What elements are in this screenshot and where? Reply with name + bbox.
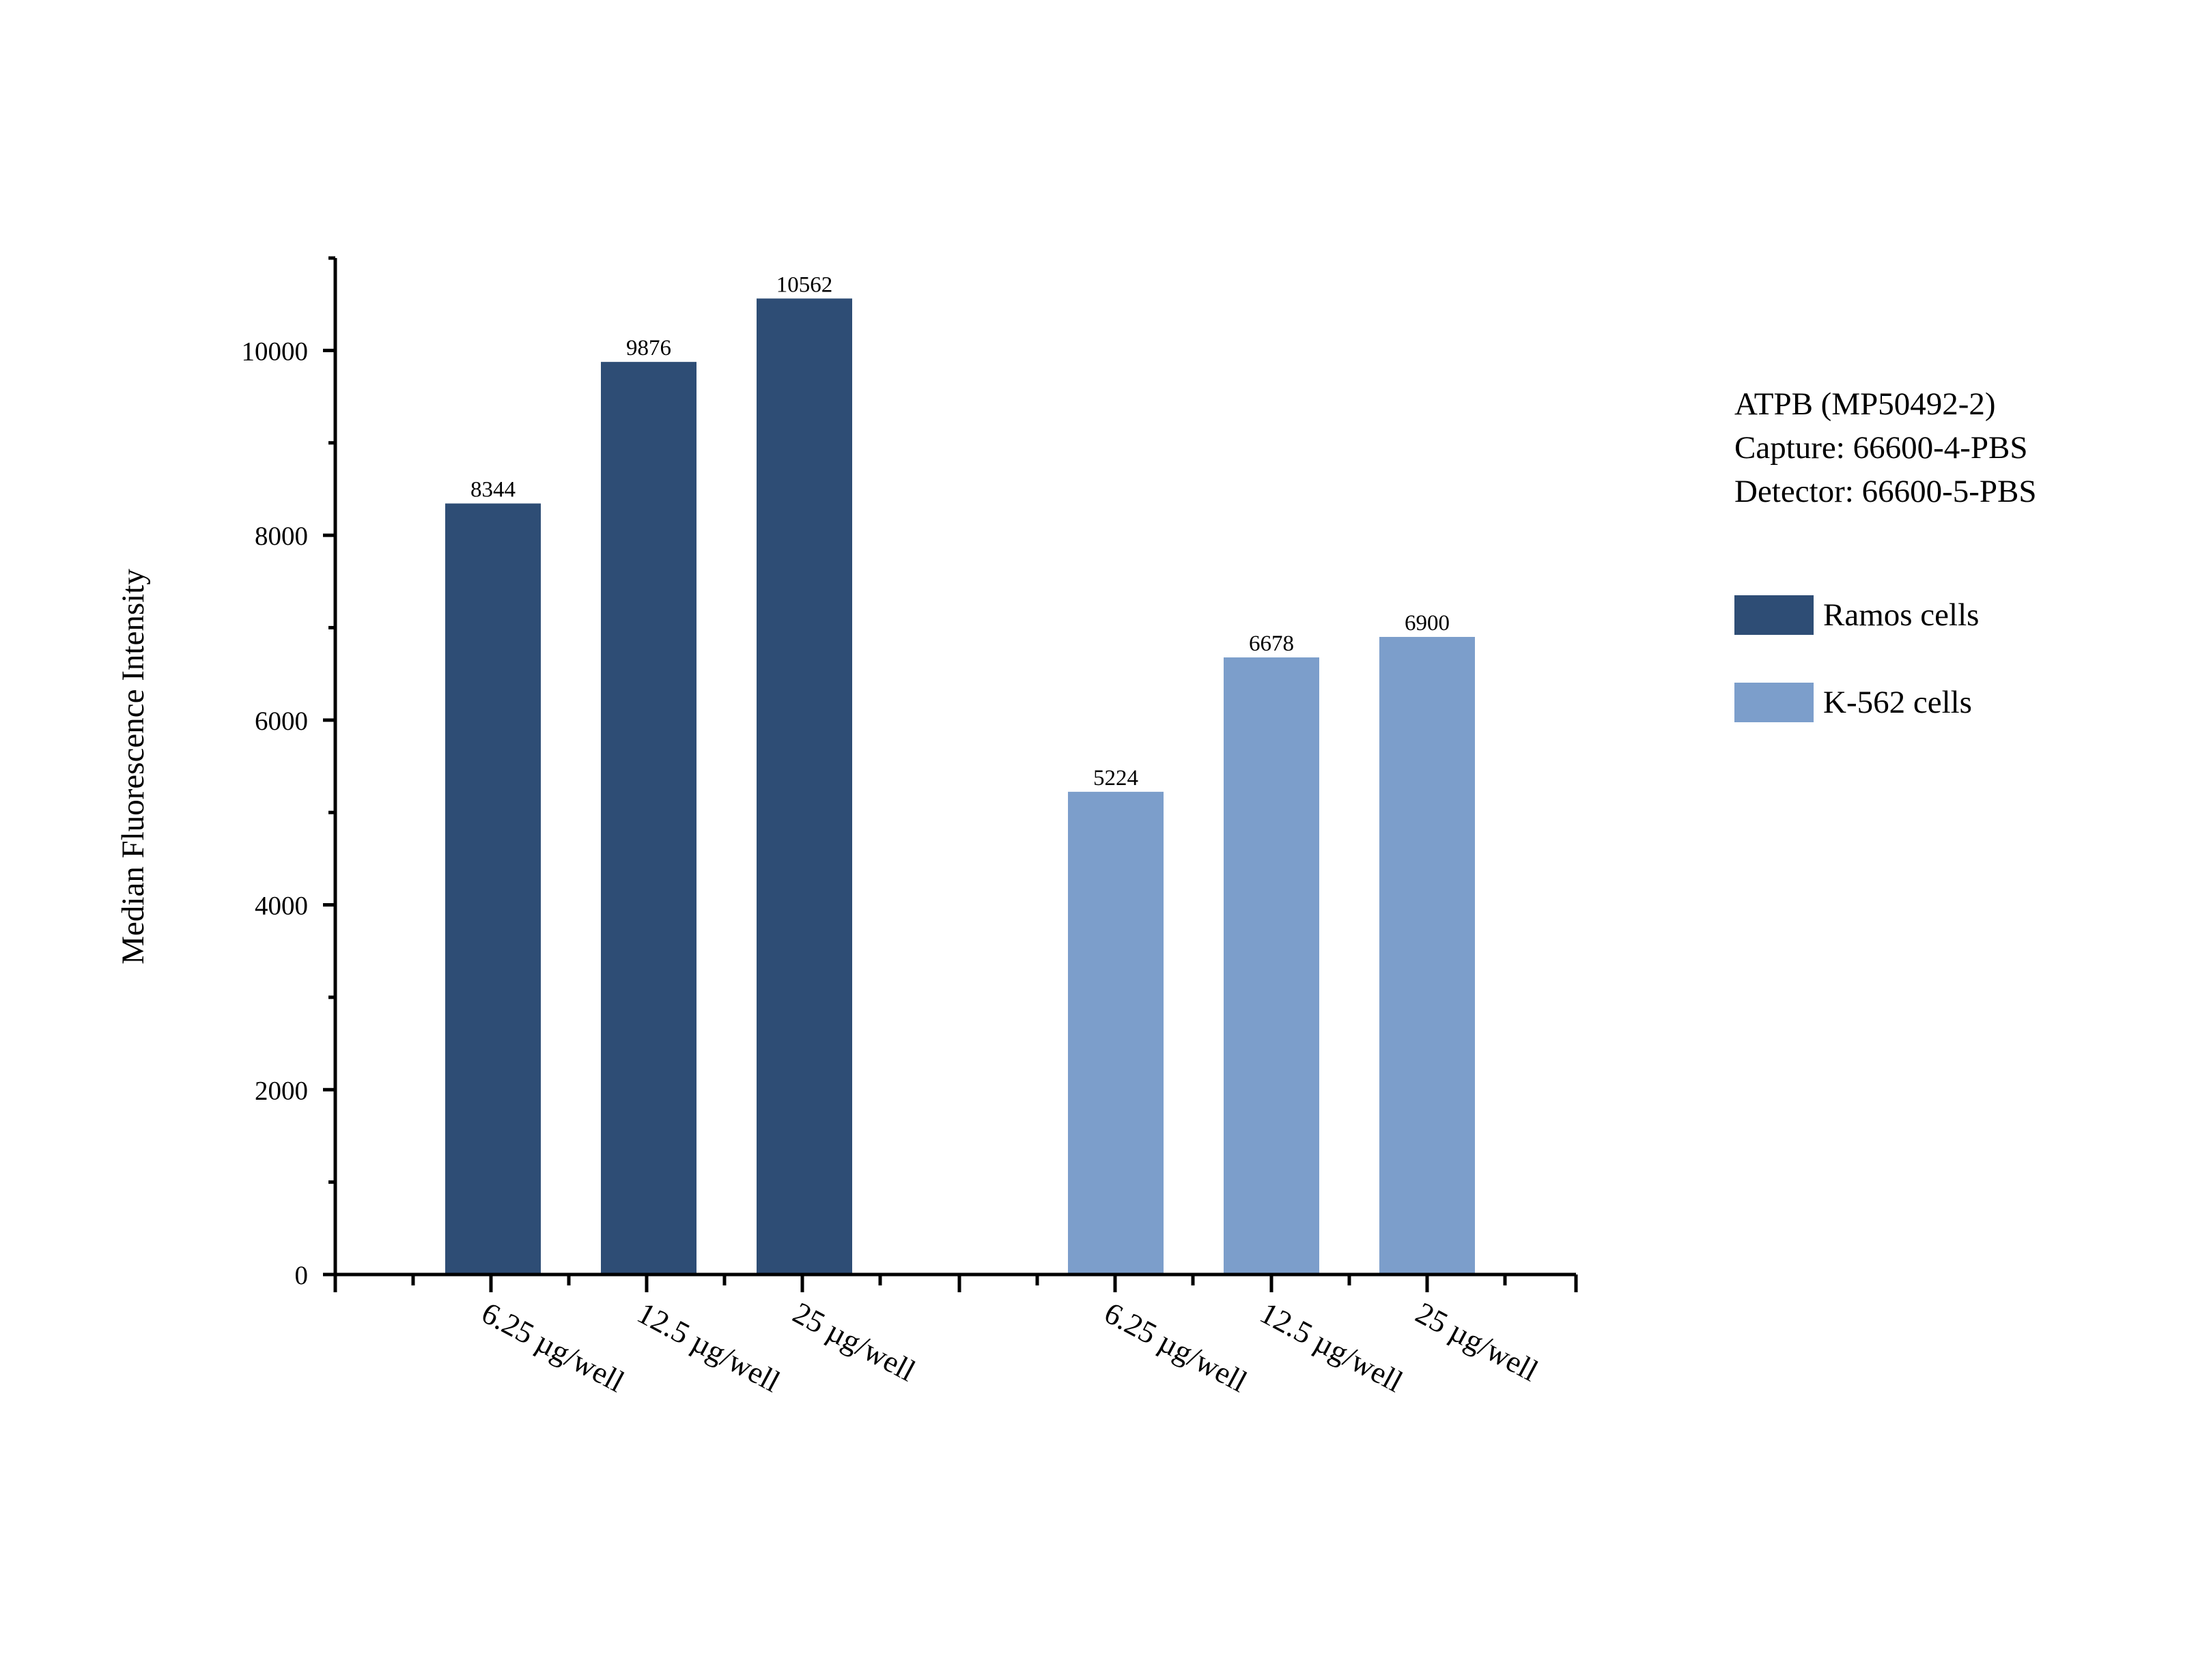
axes-layer: Median Fluorescence Intensity (115, 258, 1576, 1277)
annotation-line: Capture: 66600-4-PBS (1734, 430, 2028, 466)
labels-layer: 8344 6.25 µg/well 9876 12.5 µg/well 10562 25 … (242, 272, 1544, 1399)
bar-value-label: 10562 (776, 272, 833, 297)
bar (1224, 657, 1319, 1275)
legend: Ramos cells K-562 cells (1734, 595, 1979, 770)
bar-value-label: 5224 (1093, 766, 1138, 791)
bar-value-label: 8344 (470, 478, 516, 502)
y-tick-label: 6000 (255, 707, 308, 736)
annotation-line: Detector: 66600-5-PBS (1734, 474, 2037, 509)
x-tick-label: 6.25 µg/well (476, 1296, 630, 1399)
bar (1379, 636, 1475, 1275)
legend-label-ramos: Ramos cells (1823, 597, 1980, 633)
legend-item-k562: K-562 cells (1734, 683, 1979, 722)
bar-value-label: 9876 (626, 336, 671, 360)
y-tick-label: 8000 (255, 522, 308, 551)
y-tick-label: 4000 (255, 892, 308, 921)
y-tick-label: 2000 (255, 1076, 308, 1105)
bar-value-label: 6678 (1249, 631, 1294, 656)
ticks-layer (323, 256, 1578, 1292)
x-tick-label: 6.25 µg/well (1099, 1296, 1252, 1399)
legend-item-ramos: Ramos cells (1734, 595, 1979, 635)
bar-value-label: 6900 (1405, 611, 1450, 636)
x-tick-label: 12.5 µg/well (632, 1296, 785, 1399)
annotation-line: ATPB (MP50492-2) (1734, 386, 1996, 422)
y-tick-label: 0 (295, 1261, 309, 1290)
x-tick-label: 12.5 µg/well (1254, 1296, 1408, 1399)
bar (445, 503, 541, 1275)
y-axis-label: Median Fluorescence Intensity (115, 569, 151, 965)
x-tick-label: 25 µg/well (1410, 1296, 1543, 1389)
annotation-block: ATPB (MP50492-2) Capture: 66600-4-PBS De… (1734, 382, 2037, 513)
legend-label-k562: K-562 cells (1823, 685, 1972, 720)
legend-swatch-k562 (1734, 683, 1814, 722)
bars-layer (445, 298, 1475, 1275)
bar (1068, 791, 1164, 1275)
legend-swatch-ramos (1734, 595, 1814, 635)
bar (601, 362, 696, 1275)
y-tick-label: 10000 (242, 337, 309, 366)
x-tick-label: 25 µg/well (787, 1296, 920, 1389)
bar (757, 298, 852, 1275)
